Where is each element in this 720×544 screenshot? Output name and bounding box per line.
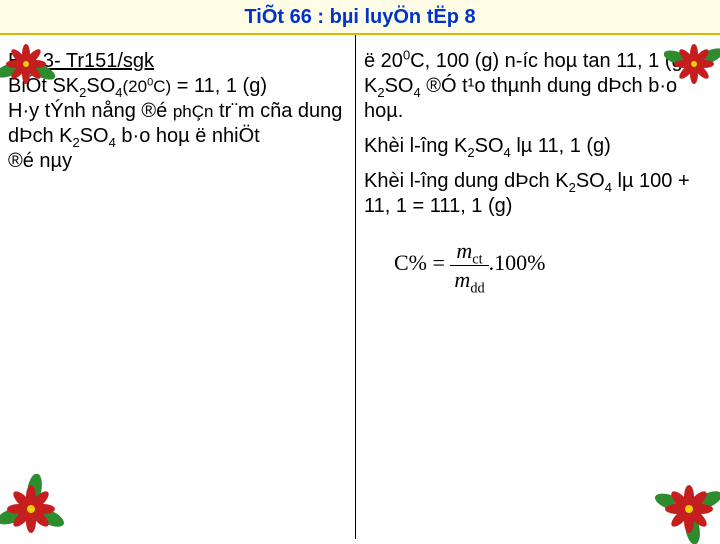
exercise-heading: Bµi 3- Tr151/sgk <box>8 49 349 74</box>
content-columns: Bµi 3- Tr151/sgk BiÕt SK2SO4(200C) = 11,… <box>0 35 720 539</box>
left-line4: ®é nµy <box>8 149 349 174</box>
left-line2: BiÕt SK2SO4(200C) = 11, 1 (g) <box>8 74 349 99</box>
right-column: ë 200C, 100 (g) n-íc hoµ tan 11, 1 (g) K… <box>355 35 720 539</box>
right-para3: Khèi l-îng dung dÞch K2SO4 lµ 100 + 11, … <box>364 169 718 219</box>
page-title: TiÕt 66 : bµi luyÖn tËp 8 <box>244 6 475 29</box>
title-bar: TiÕt 66 : bµi luyÖn tËp 8 <box>0 0 720 33</box>
right-para2: Khèi l-îng K2SO4 lµ 11, 1 (g) <box>364 134 718 159</box>
left-column: Bµi 3- Tr151/sgk BiÕt SK2SO4(200C) = 11,… <box>0 35 355 539</box>
left-line3: H·y tÝnh nång ®é phÇn tr¨m cña dung dÞch… <box>8 99 349 149</box>
formula: C% = mct mdd .100% <box>394 237 718 293</box>
right-para1: ë 200C, 100 (g) n-íc hoµ tan 11, 1 (g) K… <box>364 49 718 124</box>
